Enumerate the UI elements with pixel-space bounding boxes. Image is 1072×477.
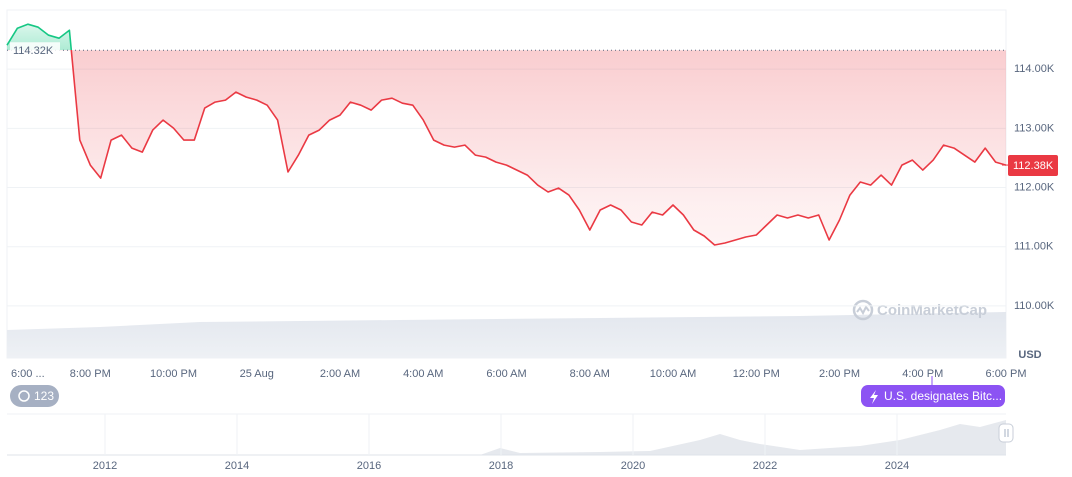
y-tick-label: 114.00K [1014,63,1055,75]
navigator [7,413,1014,456]
navigator-year: 2024 [885,460,909,472]
x-tick-label: 8:00 PM [70,368,111,380]
baseline-label-bg [10,42,60,59]
x-tick-label: 4:00 AM [403,368,443,380]
history-icon [18,390,30,402]
event-badge-bg [861,385,1005,407]
history-badge-bg [10,385,59,407]
x-tick-label: 25 Aug [240,368,274,380]
navigator-year: 2014 [225,460,249,472]
navigator-year: 2016 [357,460,381,472]
last-price-label: 112.38K [1013,160,1054,172]
x-tick-label: 2:00 PM [819,368,860,380]
event-badge-text: U.S. designates Bitc... [884,389,1002,403]
y-tick-label: 111.00K [1014,241,1054,253]
x-tick-label: 10:00 PM [150,368,197,380]
x-tick-label: 6:00 PM [986,368,1027,380]
y-tick-label: 110.00K [1014,300,1055,312]
navigator-year: 2012 [93,460,117,472]
y-tick-label: 112.00K [1014,181,1055,193]
event-icon [870,390,878,404]
navigator-year: 2020 [621,460,645,472]
event-badge[interactable]: U.S. designates Bitc... [861,376,1005,407]
price-area [7,24,1006,246]
x-tick-label: 4:00 PM [902,368,943,380]
y-tick-label: 113.00K [1014,122,1055,134]
navigator-year: 2018 [489,460,513,472]
x-tick-label: 8:00 AM [570,368,610,380]
history-badge-text: 123 [34,389,54,403]
navigator-handle[interactable] [998,423,1014,443]
baseline-label: 114.32K [13,45,54,57]
watermark-text: CoinMarketCap [877,302,987,319]
unit-label: USD [1018,349,1041,361]
navigator-year: 2022 [753,460,777,472]
last-price-bg [1008,155,1058,177]
price-line [6,23,1007,246]
history-badge[interactable]: 123 [10,385,59,407]
navigator-area [7,420,1006,455]
x-tick-label: 12:00 PM [733,368,780,380]
x-tick-label: 6:00 AM [486,368,526,380]
x-tick-label: 6:00 ... [11,368,45,380]
volume-area [7,312,1006,358]
x-tick-label: 2:00 AM [320,368,360,380]
x-tick-label: 10:00 AM [650,368,696,380]
